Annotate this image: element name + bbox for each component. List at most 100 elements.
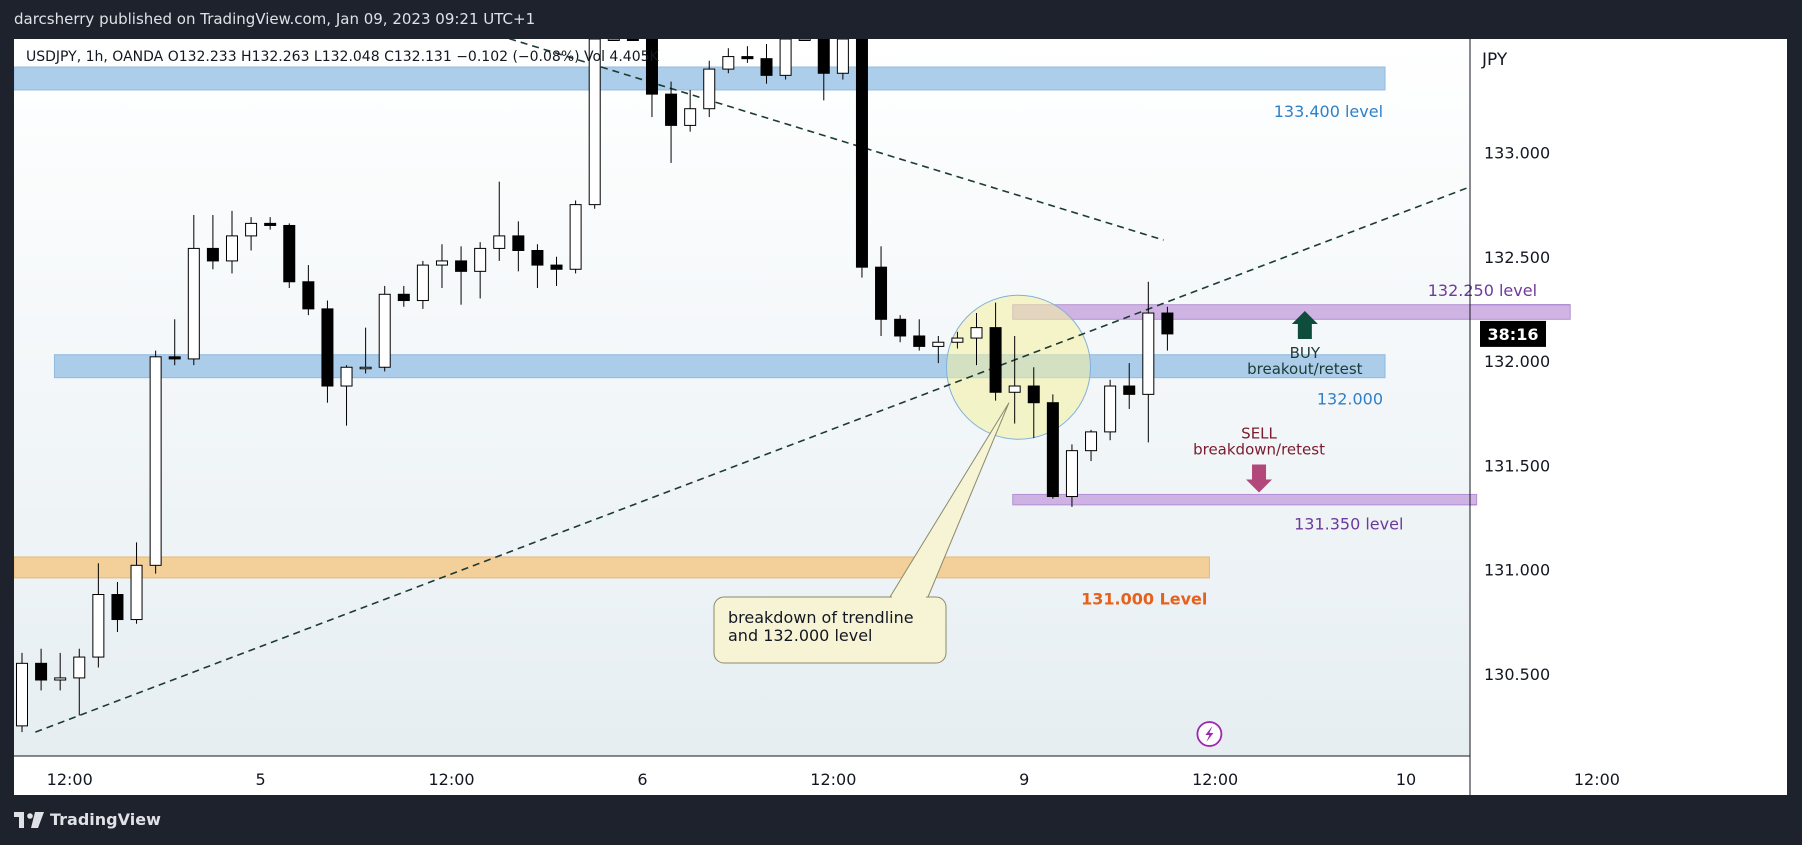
x-tick-label: 10 <box>1396 770 1416 789</box>
rising-trendline <box>35 187 1468 733</box>
chart-area[interactable]: 133.400 level 132.000 131.000 Level 132.250… <box>14 39 1787 795</box>
candle-body[interactable] <box>130 564 143 621</box>
candle-body[interactable] <box>302 281 315 310</box>
zone-133400 <box>14 66 1386 91</box>
candle-body[interactable] <box>264 222 277 226</box>
sell-arrow-icon <box>1246 464 1273 493</box>
candle-body[interactable] <box>684 108 697 126</box>
x-tick-label: 12:00 <box>810 770 856 789</box>
x-tick-label: 12:00 <box>1192 770 1238 789</box>
candle-body[interactable] <box>932 341 945 347</box>
callout-text-line: breakdown of trendline <box>728 608 914 627</box>
candle-body[interactable] <box>645 39 658 95</box>
y-tick-label: 132.000 <box>1484 352 1550 371</box>
zone-131350-label: 131.350 level <box>1294 515 1403 534</box>
candle-body[interactable] <box>588 39 601 206</box>
buy-annotation-text: BUY <box>1290 344 1321 362</box>
candle-body[interactable] <box>760 58 773 76</box>
candle-body[interactable] <box>168 356 181 360</box>
footer-brand-label: TradingView <box>50 810 161 829</box>
y-tick-label: 133.000 <box>1484 144 1550 163</box>
zone-131000-label: 131.000 Level <box>1081 590 1207 609</box>
candle-body[interactable] <box>550 264 563 270</box>
candle-body[interactable] <box>855 39 868 268</box>
candle-body[interactable] <box>741 56 754 60</box>
candle-body[interactable] <box>875 266 888 320</box>
candle-body[interactable] <box>149 356 162 566</box>
candle-body[interactable] <box>665 93 678 126</box>
candle-body[interactable] <box>512 235 525 251</box>
y-tick-label: 131.000 <box>1484 561 1550 580</box>
candle-body[interactable] <box>92 594 105 658</box>
candle-body[interactable] <box>1161 312 1174 335</box>
x-tick-label: 6 <box>637 770 647 789</box>
candle-body[interactable] <box>245 222 258 237</box>
candle-body[interactable] <box>54 677 67 681</box>
candle-body[interactable] <box>1104 385 1117 433</box>
x-tick-label: 12:00 <box>1574 770 1620 789</box>
candle-body[interactable] <box>340 366 353 387</box>
footer-brand[interactable]: TradingView <box>14 810 161 829</box>
candle-body[interactable] <box>798 39 811 41</box>
candle-body[interactable] <box>321 308 334 387</box>
y-tick-label: 130.500 <box>1484 665 1550 684</box>
published-header: darcsherry published on TradingView.com,… <box>14 10 536 28</box>
candle-body[interactable] <box>951 337 964 343</box>
candle-body[interactable] <box>779 39 792 76</box>
candle-body[interactable] <box>569 204 582 270</box>
candle-body[interactable] <box>225 235 238 262</box>
candle-body[interactable] <box>16 662 28 727</box>
candle-body[interactable] <box>1046 402 1059 498</box>
candle-body[interactable] <box>1142 312 1155 395</box>
y-tick-label: 132.500 <box>1484 248 1550 267</box>
sell-annotation-text: SELL <box>1241 424 1277 442</box>
candle-body[interactable] <box>894 318 907 337</box>
candle-body[interactable] <box>35 662 48 681</box>
candle-body[interactable] <box>187 247 200 360</box>
symbol-ohlc-legend: USDJPY, 1h, OANDA O132.233 H132.263 L132… <box>26 49 659 65</box>
candle-body[interactable] <box>1065 450 1078 498</box>
zone-132250 <box>1012 304 1571 320</box>
candle-body[interactable] <box>435 260 448 266</box>
candle-body[interactable] <box>416 264 429 302</box>
candle-body[interactable] <box>1027 385 1040 404</box>
candle-body[interactable] <box>73 656 86 679</box>
candle-body[interactable] <box>455 260 468 272</box>
candle-body[interactable] <box>703 68 716 110</box>
candle-body[interactable] <box>1085 431 1098 452</box>
y-tick-label: 131.500 <box>1484 456 1550 475</box>
candle-body[interactable] <box>817 39 830 74</box>
candle-body[interactable] <box>626 39 639 41</box>
zone-133400-label: 133.400 level <box>1274 102 1383 121</box>
callout-text-line: and 132.000 level <box>728 626 872 645</box>
candle-body[interactable] <box>206 247 219 262</box>
zone-132000 <box>53 354 1386 379</box>
x-tick-label: 12:00 <box>47 770 93 789</box>
buy-arrow-icon <box>1291 310 1318 339</box>
candle-body[interactable] <box>970 327 983 339</box>
tradingview-logo-icon <box>14 811 44 828</box>
candle-body[interactable] <box>607 39 620 41</box>
zone-132000-label: 132.000 <box>1317 390 1383 409</box>
callout-box[interactable] <box>713 596 947 664</box>
x-tick-label: 9 <box>1019 770 1029 789</box>
candle-body[interactable] <box>474 247 487 272</box>
candle-body[interactable] <box>989 327 1002 393</box>
candle-body[interactable] <box>836 39 849 74</box>
candle-body[interactable] <box>397 293 410 302</box>
candle-body[interactable] <box>359 366 372 370</box>
candle-body[interactable] <box>531 249 544 266</box>
candle-body[interactable] <box>111 594 124 621</box>
candle-body[interactable] <box>378 293 391 368</box>
sell-annotation-text: breakdown/retest <box>1193 440 1325 458</box>
candle-body[interactable] <box>493 235 506 249</box>
candle-body[interactable] <box>1123 385 1136 395</box>
candle-body[interactable] <box>283 224 296 283</box>
candlestick-chart[interactable]: 133.400 level 132.000 131.000 Level 132.250… <box>14 39 1787 795</box>
x-tick-label: 12:00 <box>428 770 474 789</box>
currency-label: JPY <box>1481 50 1508 70</box>
countdown-label: 38:16 <box>1488 325 1539 344</box>
candle-body[interactable] <box>1008 385 1021 393</box>
candle-body[interactable] <box>722 56 735 70</box>
candle-body[interactable] <box>913 335 926 347</box>
